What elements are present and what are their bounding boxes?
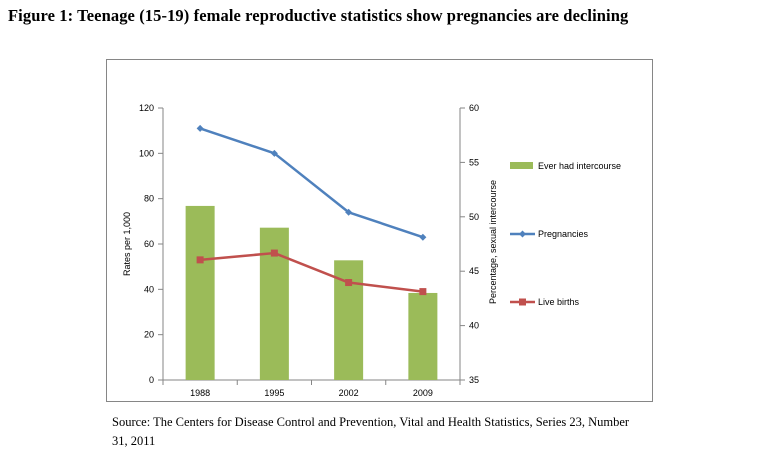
line-pregnancies xyxy=(199,127,424,239)
legend-label-pregnancies: Pregnancies xyxy=(538,229,589,239)
bar-ever-had-intercourse xyxy=(185,205,215,380)
x-tick-label: 1995 xyxy=(264,388,284,398)
right-axis-label: Percentage, sexual intercourse xyxy=(488,180,498,304)
bar-ever-had-intercourse xyxy=(408,292,438,380)
legend-label-ever-had-intercourse: Ever had intercourse xyxy=(538,161,621,171)
legend-label-live-births: Live births xyxy=(538,297,580,307)
legend: Ever had intercourse Pregnancies Live birt… xyxy=(510,161,621,307)
figure-title: Figure 1: Teenage (15-19) female reprodu… xyxy=(8,6,629,25)
marker-pregnancies xyxy=(270,149,278,157)
marker-live-births xyxy=(419,288,427,296)
left-tick-label: 80 xyxy=(144,194,154,204)
x-tick-label: 2002 xyxy=(339,388,359,398)
line-live-births xyxy=(200,251,424,293)
legend-marker-live-births xyxy=(519,298,526,306)
right-tick-label: 50 xyxy=(469,212,479,222)
x-tick-label: 2009 xyxy=(413,388,433,398)
bars xyxy=(185,205,438,380)
source-note: Source: The Centers for Disease Control … xyxy=(112,415,630,448)
legend-marker-pregnancies xyxy=(519,230,526,238)
left-tick-label: 60 xyxy=(144,239,154,249)
right-tick-label: 45 xyxy=(469,266,479,276)
left-tick-label: 100 xyxy=(139,148,154,158)
left-tick-label: 20 xyxy=(144,330,154,340)
marker-pregnancies xyxy=(419,233,427,241)
x-tick-label: 1988 xyxy=(190,388,210,398)
marker-live-births xyxy=(345,279,353,287)
right-tick-label: 35 xyxy=(469,375,479,385)
legend-swatch-ever-had-intercourse xyxy=(510,162,533,169)
left-tick-label: 40 xyxy=(144,284,154,294)
right-tick-label: 55 xyxy=(469,157,479,167)
left-axis-label: Rates per 1,000 xyxy=(122,212,132,276)
left-tick-label: 0 xyxy=(149,375,154,385)
right-tick-label: 40 xyxy=(469,321,479,331)
lines xyxy=(196,124,427,296)
left-tick-label: 120 xyxy=(139,103,154,113)
axes: 0 20 40 60 80 100 120 35 40 45 50 55 60 1988 1995 2002 2… xyxy=(122,103,498,398)
marker-live-births xyxy=(196,256,204,264)
marker-live-births xyxy=(270,249,278,257)
marker-pregnancies xyxy=(196,124,204,132)
right-tick-label: 60 xyxy=(469,103,479,113)
marker-pregnancies xyxy=(345,208,353,216)
